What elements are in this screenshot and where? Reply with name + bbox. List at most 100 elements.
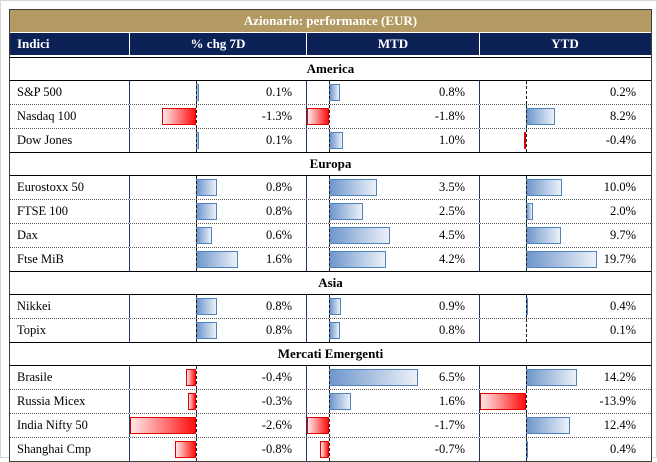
table-row: Dow Jones 0.1% 1.0% -0.4% [10, 128, 651, 152]
value-text: -1.3% [261, 109, 292, 123]
column-header-chg7d: % chg 7D [129, 33, 306, 55]
row-label: Brasile [17, 370, 53, 384]
row-label: Shanghai Cmp [17, 442, 91, 456]
zero-axis-line [329, 248, 331, 271]
zero-axis-line [329, 414, 331, 437]
value-text: -0.8% [261, 442, 292, 456]
value-cell-mtd: 4.5% [306, 224, 479, 247]
column-header-ytd: YTD [479, 33, 650, 55]
value-cell-ytd: 0.2% [479, 81, 650, 104]
table-row: India Nifty 50 -2.6% -1.7% 12.4% [10, 413, 651, 437]
zero-axis-line [329, 81, 331, 104]
value-cell-mtd: 1.0% [306, 129, 479, 152]
value-text: 12.4% [603, 418, 636, 432]
positive-bar [196, 322, 217, 339]
negative-bar [175, 441, 196, 458]
value-text: -0.4% [605, 133, 636, 147]
row-label: Dow Jones [17, 133, 73, 147]
zero-axis-line [525, 414, 527, 437]
value-text: 14.2% [603, 370, 636, 384]
positive-bar [196, 179, 217, 196]
positive-bar [329, 298, 342, 315]
negative-bar [523, 132, 526, 149]
row-label: Dax [17, 228, 38, 242]
positive-bar [329, 322, 341, 339]
table-row: Ftse MiB 1.6% 4.2% 19.7% [10, 247, 651, 271]
value-text: 0.8% [265, 204, 292, 218]
value-text: -1.7% [434, 418, 465, 432]
positive-bar [329, 179, 377, 196]
performance-table: Azionario: performance (EUR) Indici % ch… [9, 9, 652, 462]
positive-bar [329, 132, 343, 149]
value-cell-chg7d: 0.8% [129, 200, 306, 223]
negative-bar [307, 417, 330, 434]
table-row: Shanghai Cmp -0.8% -0.7% 0.4% [10, 437, 651, 461]
value-cell-ytd: 12.4% [479, 414, 650, 437]
zero-axis-line [196, 390, 197, 413]
zero-axis-line [329, 200, 331, 223]
value-text: 0.1% [609, 323, 636, 337]
table-row: Russia Micex -0.3% 1.6% -13.9% [10, 389, 651, 413]
value-cell-chg7d: 1.6% [129, 248, 306, 271]
value-text: 0.8% [438, 85, 465, 99]
value-text: -2.6% [261, 418, 292, 432]
zero-axis-line [329, 295, 331, 318]
row-label: India Nifty 50 [17, 418, 88, 432]
value-text: 0.8% [265, 299, 292, 313]
value-cell-mtd: 4.2% [306, 248, 479, 271]
zero-axis-line [329, 319, 331, 342]
table-title: Azionario: performance (EUR) [10, 10, 651, 33]
value-text: 0.4% [609, 442, 636, 456]
table-row: FTSE 100 0.8% 2.5% 2.0% [10, 199, 651, 223]
value-cell-ytd: 0.1% [479, 319, 650, 342]
zero-axis-line [196, 438, 197, 461]
zero-axis-line [525, 224, 527, 247]
section-header-europa: Europa [10, 152, 651, 176]
value-text: 1.6% [265, 252, 292, 266]
value-cell-ytd: 14.2% [479, 366, 650, 389]
zero-axis-line [525, 105, 527, 128]
value-cell-mtd: 1.6% [306, 390, 479, 413]
value-cell-chg7d: 0.1% [129, 129, 306, 152]
negative-bar [480, 393, 526, 410]
value-text: 4.5% [438, 228, 465, 242]
value-text: 0.1% [265, 85, 292, 99]
value-text: 1.6% [438, 394, 465, 408]
value-cell-mtd: -1.7% [306, 414, 479, 437]
row-label: Nasdaq 100 [17, 109, 77, 123]
zero-axis-line [196, 224, 197, 247]
row-label: Topix [17, 323, 46, 337]
positive-bar [525, 369, 577, 386]
row-label: Nikkei [17, 299, 52, 313]
positive-bar [525, 251, 597, 268]
value-cell-chg7d: 0.8% [129, 176, 306, 199]
zero-axis-line [525, 319, 527, 342]
value-cell-ytd: 0.4% [479, 438, 650, 461]
positive-bar [525, 417, 571, 434]
value-cell-mtd: 3.5% [306, 176, 479, 199]
value-text: 2.0% [609, 204, 636, 218]
zero-axis-line [525, 129, 527, 152]
positive-bar [525, 203, 533, 220]
value-text: -13.9% [599, 394, 636, 408]
table-row: Brasile -0.4% 6.5% 14.2% [10, 366, 651, 389]
value-text: 0.8% [438, 323, 465, 337]
value-text: 0.1% [265, 133, 292, 147]
zero-axis-line [329, 129, 331, 152]
value-cell-chg7d: -2.6% [129, 414, 306, 437]
section-header-america: America [10, 57, 651, 81]
negative-bar [307, 108, 330, 125]
zero-axis-line [525, 81, 527, 104]
zero-axis-line [196, 200, 197, 223]
value-text: 1.0% [438, 133, 465, 147]
value-cell-mtd: 0.8% [306, 319, 479, 342]
positive-bar [196, 298, 217, 315]
table-header-row: Indici % chg 7D MTD YTD [10, 33, 651, 57]
zero-axis-line [196, 105, 197, 128]
row-label: Russia Micex [17, 394, 86, 408]
value-text: 0.2% [609, 85, 636, 99]
value-cell-chg7d: -0.3% [129, 390, 306, 413]
positive-bar [525, 108, 556, 125]
value-text: 6.5% [438, 370, 465, 384]
table-row: S&P 500 0.1% 0.8% 0.2% [10, 81, 651, 104]
